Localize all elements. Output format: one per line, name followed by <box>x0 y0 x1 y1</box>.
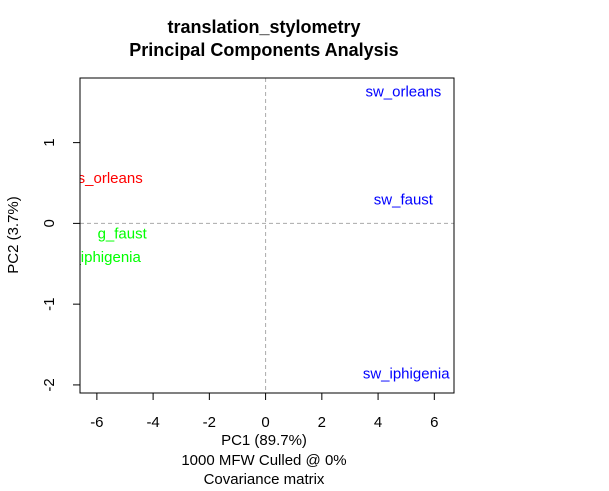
x-tick-label: -4 <box>146 414 159 431</box>
y-tick-label: -1 <box>41 297 58 310</box>
point-label-sw-iphigenia: sw_iphigenia <box>363 365 450 382</box>
y-axis: -2 -1 0 1 <box>41 138 81 392</box>
x-tick-label: 2 <box>318 414 326 431</box>
chart-subtitle: Principal Components Analysis <box>129 40 399 60</box>
x-tick-label: 0 <box>261 414 269 431</box>
x-axis: -6 -4 -2 0 2 4 6 <box>90 392 438 431</box>
y-tick-label: -2 <box>41 378 58 391</box>
y-tick-label: 1 <box>41 138 58 146</box>
x-axis-label: PC1 (89.7%) <box>221 432 307 449</box>
y-axis-label: PC2 (3.7%) <box>5 196 22 274</box>
point-label-g-iphigenia: g_iphigenia <box>64 249 141 266</box>
point-label-g-faust: g_faust <box>98 226 148 243</box>
caption-line-1: 1000 MFW Culled @ 0% <box>181 452 347 469</box>
caption-line-2: Covariance matrix <box>203 471 325 488</box>
point-labels: fs_orleans g_faust g_iphigenia sw_orleanssw… <box>64 84 450 383</box>
point-label-sw-orleans: sw_orleans <box>365 84 441 101</box>
point-label-fs-orleans: fs_orleans <box>74 170 143 187</box>
x-tick-label: 6 <box>430 414 438 431</box>
x-tick-label: -6 <box>90 414 103 431</box>
y-tick-label: 0 <box>41 219 58 227</box>
point-label-sw-faust: sw_faust <box>374 192 434 209</box>
reference-lines <box>80 78 454 393</box>
chart-title: translation_stylometry <box>167 17 361 37</box>
x-tick-label: 4 <box>374 414 382 431</box>
x-tick-label: -2 <box>203 414 216 431</box>
